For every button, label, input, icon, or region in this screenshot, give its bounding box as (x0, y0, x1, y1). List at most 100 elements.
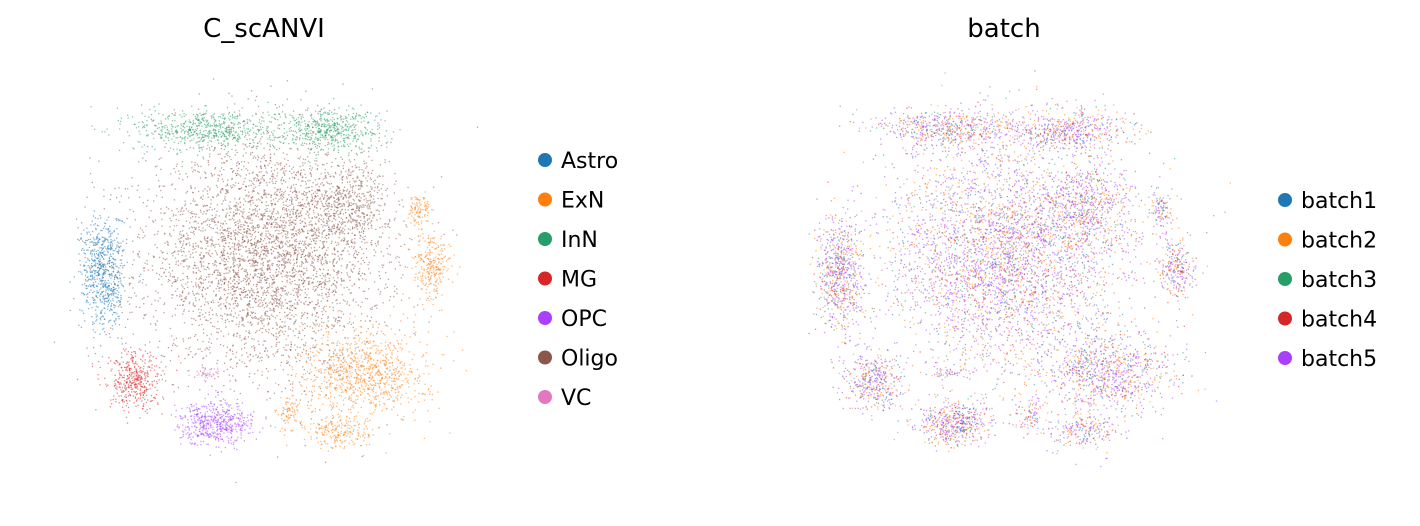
scatter-point (360, 275, 362, 277)
scatter-point (272, 250, 274, 252)
scatter-point (266, 247, 268, 250)
scatter-point (281, 303, 283, 305)
scatter-point (310, 220, 312, 222)
scatter-point (257, 216, 259, 218)
scatter-point (256, 240, 259, 242)
scatter-point (192, 267, 194, 269)
scatter-point (341, 280, 343, 282)
scatter-point (147, 269, 149, 271)
scatter-point (181, 116, 183, 118)
scatter-point (314, 367, 316, 369)
scatter-point (232, 122, 234, 124)
scatter-point (251, 234, 253, 236)
scatter-point (247, 259, 250, 262)
scatter-point (361, 148, 363, 150)
scatter-point (278, 326, 281, 329)
scatter-point (300, 254, 302, 256)
scatter-point (180, 234, 183, 236)
scatter-point (248, 191, 250, 193)
scatter-point (145, 394, 148, 396)
scatter-point (207, 273, 210, 276)
scatter-point (378, 210, 380, 212)
scatter-point (215, 293, 217, 296)
scatter-point (238, 279, 240, 281)
scatter-point (244, 347, 246, 349)
scatter-point (227, 151, 229, 153)
scatter-point (210, 199, 212, 201)
scatter-point (309, 253, 311, 255)
scatter-point (289, 214, 291, 216)
scatter-point (369, 272, 371, 274)
scatter-point (265, 194, 267, 196)
scatter-point (158, 256, 161, 259)
scatter-point (192, 171, 194, 173)
scatter-point (294, 269, 296, 271)
scatter-point (239, 392, 241, 395)
scatter-point (265, 368, 268, 370)
scatter-point (225, 216, 227, 218)
scatter-point (274, 218, 276, 220)
scatter-point (306, 192, 308, 194)
scatter-point (193, 221, 195, 223)
scatter-point (291, 199, 293, 201)
scatter-point (239, 321, 241, 323)
scatter-point (370, 225, 373, 227)
scatter-point (272, 295, 274, 297)
scatter-point (254, 210, 257, 212)
scatter-point (339, 349, 341, 351)
scatter-point (228, 245, 230, 248)
scatter-point (296, 301, 298, 303)
scatter-point (246, 273, 249, 275)
scatter-point (306, 199, 308, 201)
scatter-point (222, 278, 225, 281)
scatter-point (302, 231, 304, 233)
scatter-point (259, 140, 261, 143)
scatter-point (186, 148, 188, 151)
scatter-point (318, 284, 321, 286)
scatter-point (204, 298, 206, 300)
scatter-point (280, 273, 282, 275)
scatter-point (262, 292, 264, 294)
scatter-point (221, 167, 223, 169)
scatter-point (204, 229, 206, 231)
scatter-point (122, 240, 124, 242)
scatter-point (246, 280, 248, 282)
scatter-point (192, 121, 194, 124)
scatter-point (298, 215, 300, 217)
scatter-point (304, 311, 306, 314)
scatter-point (330, 204, 333, 206)
scatter-point (302, 324, 304, 326)
scatter-point (354, 242, 356, 245)
scatter-point (226, 301, 228, 304)
scatter-point (269, 275, 271, 277)
scatter-point (325, 200, 327, 203)
scatter-point (282, 228, 284, 230)
scatter-point (318, 235, 320, 237)
scatter-point (339, 320, 341, 322)
scatter-point (264, 278, 266, 281)
scatter-point (275, 294, 277, 296)
scatter-point (403, 220, 405, 222)
scatter-point (264, 312, 266, 314)
scatter-point (76, 378, 79, 381)
scatter-point (256, 225, 258, 227)
scatter-point (324, 168, 326, 171)
scatter-point (342, 83, 344, 85)
scatter-point (251, 295, 254, 297)
scatter-point (398, 204, 401, 206)
scatter-point (326, 241, 328, 243)
scatter-point (252, 247, 254, 250)
scatter-point (227, 260, 229, 263)
scatter-point (220, 251, 223, 253)
scatter-point (253, 190, 255, 192)
scatter-point (242, 279, 244, 282)
scatter-point (307, 232, 309, 234)
scatter-point (195, 284, 197, 286)
scatter-point (330, 195, 332, 197)
scatter-point (256, 178, 258, 180)
scatter-point (255, 269, 257, 271)
scatter-point (328, 349, 331, 351)
scatter-point (252, 244, 254, 246)
scatter-point (233, 390, 235, 392)
scatter-point (284, 227, 286, 229)
